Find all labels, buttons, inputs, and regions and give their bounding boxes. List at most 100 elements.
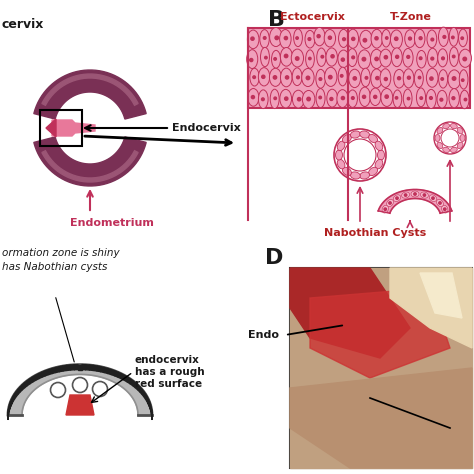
Polygon shape	[140, 387, 142, 394]
Ellipse shape	[459, 70, 468, 89]
Polygon shape	[82, 365, 86, 370]
Ellipse shape	[403, 69, 414, 88]
Ellipse shape	[360, 30, 372, 48]
Ellipse shape	[442, 205, 448, 213]
Circle shape	[384, 208, 386, 210]
Ellipse shape	[460, 90, 469, 109]
Circle shape	[298, 98, 301, 101]
Polygon shape	[71, 365, 74, 370]
Ellipse shape	[392, 48, 402, 67]
Circle shape	[341, 97, 345, 100]
Ellipse shape	[360, 172, 370, 179]
Circle shape	[353, 77, 356, 80]
Polygon shape	[63, 365, 67, 371]
Circle shape	[250, 58, 253, 62]
Circle shape	[309, 57, 311, 60]
Circle shape	[423, 194, 426, 196]
Circle shape	[351, 97, 354, 100]
Ellipse shape	[382, 29, 391, 47]
Ellipse shape	[459, 49, 472, 67]
Polygon shape	[111, 370, 115, 376]
Polygon shape	[150, 404, 151, 412]
Circle shape	[429, 97, 432, 100]
Ellipse shape	[448, 70, 461, 89]
Text: has a rough: has a rough	[135, 367, 205, 377]
Ellipse shape	[350, 131, 360, 138]
Polygon shape	[151, 407, 152, 415]
Text: red surface: red surface	[135, 379, 202, 389]
Circle shape	[340, 74, 343, 77]
Ellipse shape	[258, 90, 268, 109]
Ellipse shape	[414, 70, 423, 88]
Circle shape	[264, 36, 266, 39]
Ellipse shape	[324, 29, 336, 47]
Ellipse shape	[314, 27, 325, 46]
Circle shape	[464, 98, 467, 101]
Circle shape	[344, 139, 376, 171]
Circle shape	[389, 202, 391, 204]
Ellipse shape	[250, 68, 259, 86]
Polygon shape	[9, 402, 10, 410]
Polygon shape	[38, 372, 42, 379]
Ellipse shape	[316, 69, 326, 88]
Ellipse shape	[449, 89, 459, 108]
Ellipse shape	[380, 69, 391, 87]
Circle shape	[374, 95, 377, 99]
Ellipse shape	[261, 47, 269, 67]
Ellipse shape	[403, 89, 412, 108]
Ellipse shape	[342, 167, 351, 175]
Ellipse shape	[342, 135, 351, 143]
Ellipse shape	[426, 90, 436, 109]
Polygon shape	[14, 392, 16, 399]
Ellipse shape	[349, 69, 361, 88]
Ellipse shape	[380, 49, 392, 67]
Circle shape	[352, 37, 355, 40]
Polygon shape	[378, 190, 452, 213]
Polygon shape	[142, 390, 144, 397]
Circle shape	[328, 36, 331, 39]
Ellipse shape	[281, 68, 292, 87]
Ellipse shape	[347, 29, 358, 48]
Ellipse shape	[443, 147, 449, 153]
Circle shape	[384, 78, 387, 81]
Circle shape	[274, 58, 276, 60]
Polygon shape	[101, 367, 104, 373]
Ellipse shape	[260, 30, 269, 48]
Circle shape	[375, 36, 378, 40]
Ellipse shape	[272, 50, 281, 68]
Polygon shape	[118, 372, 121, 379]
Ellipse shape	[327, 89, 337, 107]
Polygon shape	[48, 369, 52, 374]
Ellipse shape	[370, 88, 381, 106]
Circle shape	[385, 95, 388, 98]
Circle shape	[319, 78, 322, 81]
Circle shape	[284, 97, 288, 100]
Ellipse shape	[393, 90, 402, 108]
Ellipse shape	[306, 50, 314, 68]
Ellipse shape	[382, 205, 388, 213]
Polygon shape	[30, 377, 33, 384]
Circle shape	[432, 197, 434, 200]
Circle shape	[384, 55, 388, 59]
Circle shape	[414, 193, 416, 195]
Polygon shape	[138, 385, 140, 392]
Circle shape	[443, 36, 446, 38]
Polygon shape	[74, 365, 78, 370]
Circle shape	[440, 98, 443, 101]
Polygon shape	[42, 371, 45, 377]
Circle shape	[404, 194, 407, 196]
Ellipse shape	[369, 167, 378, 175]
Circle shape	[453, 55, 455, 58]
Text: Endometrium: Endometrium	[70, 218, 154, 228]
Polygon shape	[33, 375, 36, 382]
Ellipse shape	[417, 50, 426, 68]
Ellipse shape	[369, 135, 378, 143]
Circle shape	[308, 37, 311, 40]
Ellipse shape	[302, 91, 315, 109]
Ellipse shape	[293, 29, 302, 46]
Ellipse shape	[427, 68, 438, 87]
Circle shape	[452, 77, 456, 80]
Polygon shape	[18, 387, 20, 394]
Text: ormation zone is shiny: ormation zone is shiny	[2, 248, 119, 258]
Ellipse shape	[347, 90, 357, 108]
